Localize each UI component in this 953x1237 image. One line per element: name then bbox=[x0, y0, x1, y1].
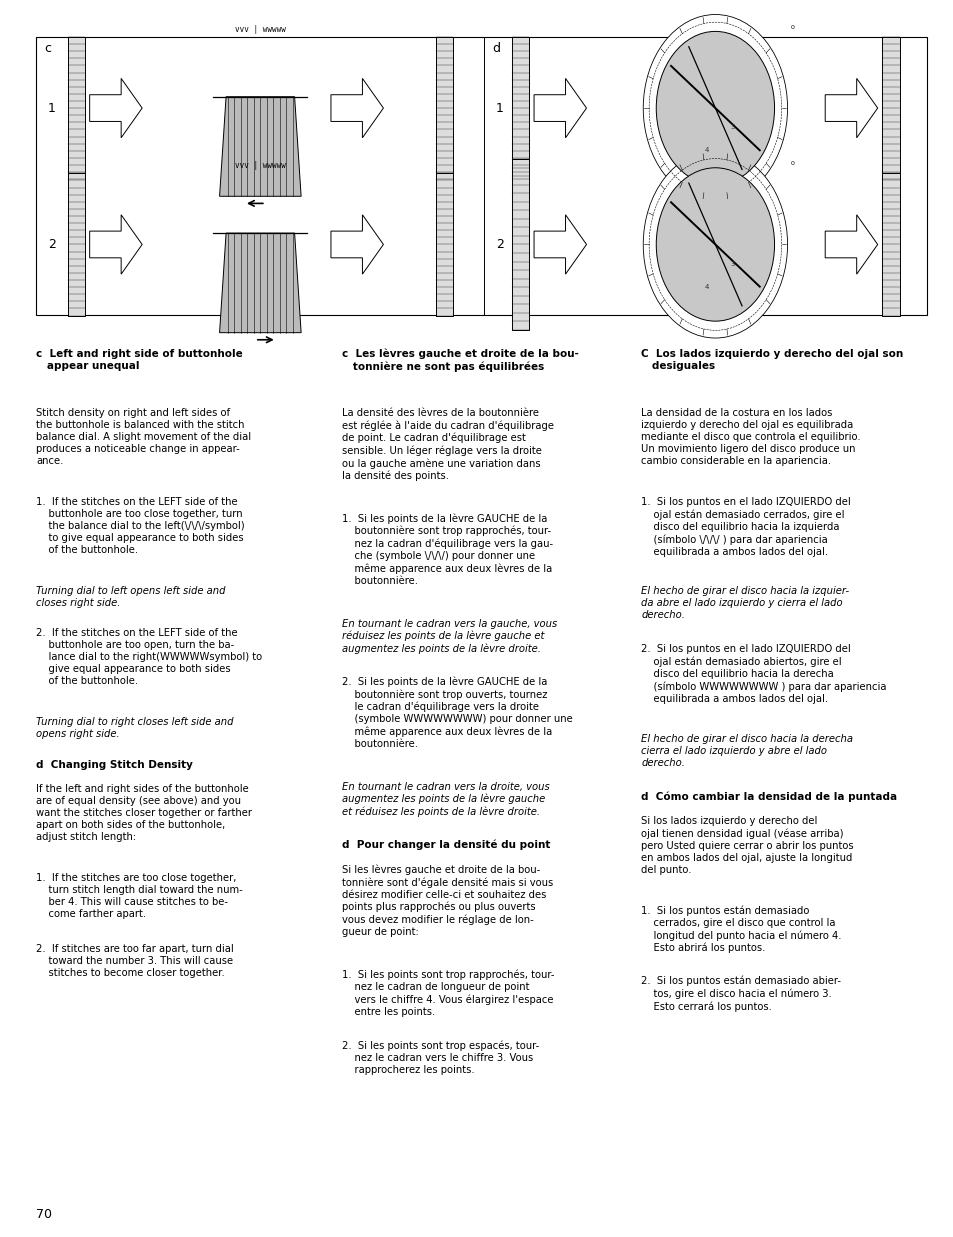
Bar bbox=[68, 37, 85, 179]
Bar bbox=[512, 37, 529, 179]
Text: En tournant le cadran vers la gauche, vous
réduisez les points de la lèvre gauch: En tournant le cadran vers la gauche, vo… bbox=[341, 618, 557, 653]
Text: 70: 70 bbox=[36, 1207, 52, 1221]
Text: d  Pour changer la densité du point: d Pour changer la densité du point bbox=[341, 840, 549, 850]
Bar bbox=[436, 173, 453, 315]
Bar bbox=[882, 37, 899, 179]
Text: 1.  Si los puntos están demasiado
    cerrados, gire el disco que control la
   : 1. Si los puntos están demasiado cerrado… bbox=[640, 905, 841, 954]
Text: 2: 2 bbox=[48, 238, 55, 251]
Text: 1: 1 bbox=[48, 101, 55, 115]
Circle shape bbox=[656, 168, 774, 322]
Text: 0: 0 bbox=[789, 162, 794, 167]
Text: 1.  Si les points sont trop rapprochés, tour-
    nez le cadran de longueur de p: 1. Si les points sont trop rapprochés, t… bbox=[341, 970, 554, 1017]
Text: Si los lados izquierdo y derecho del
ojal tienen densidad igual (véase arriba)
p: Si los lados izquierdo y derecho del oja… bbox=[640, 816, 853, 875]
Text: d  Changing Stitch Density: d Changing Stitch Density bbox=[36, 760, 193, 769]
Text: 2.  Si los puntos en el lado IZQUIERDO del
    ojal están demasiado abiertos, gi: 2. Si los puntos en el lado IZQUIERDO de… bbox=[640, 644, 885, 704]
Text: 2: 2 bbox=[496, 238, 503, 251]
Polygon shape bbox=[534, 78, 586, 137]
Text: d  Cómo cambiar la densidad de la puntada: d Cómo cambiar la densidad de la puntada bbox=[640, 792, 896, 802]
Text: 1.  Si los puntos en el lado IZQUIERDO del
    ojal están demasiado cerrados, gi: 1. Si los puntos en el lado IZQUIERDO de… bbox=[640, 497, 850, 557]
Circle shape bbox=[642, 151, 787, 338]
Text: Si les lèvres gauche et droite de la bou-
tonnière sont d'égale densité mais si : Si les lèvres gauche et droite de la bou… bbox=[341, 865, 552, 938]
Text: 2.  Si les points sont trop espacés, tour-
    nez le cadran vers le chiffre 3. : 2. Si les points sont trop espacés, tour… bbox=[341, 1040, 538, 1075]
Text: 2.  If stitches are too far apart, turn dial
    toward the number 3. This will : 2. If stitches are too far apart, turn d… bbox=[36, 944, 233, 977]
Bar bbox=[882, 173, 899, 315]
Text: Turning dial to right closes left side and
opens right side.: Turning dial to right closes left side a… bbox=[36, 717, 233, 740]
Text: 4: 4 bbox=[703, 283, 708, 289]
Polygon shape bbox=[219, 96, 301, 197]
Text: If the left and right sides of the buttonhole
are of equal density (see above) a: If the left and right sides of the butto… bbox=[36, 784, 252, 842]
Text: La densité des lèvres de la boutonnière
est réglée à l'aide du cadran d'équilibr: La densité des lèvres de la boutonnière … bbox=[341, 408, 553, 481]
Text: 4: 4 bbox=[703, 147, 708, 153]
Text: 3: 3 bbox=[730, 261, 735, 267]
Text: 1.  If the stitches on the LEFT side of the
    buttonhole are too close togethe: 1. If the stitches on the LEFT side of t… bbox=[36, 497, 245, 555]
Text: El hecho de girar el disco hacia la derecha
cierra el lado izquierdo y abre el l: El hecho de girar el disco hacia la dere… bbox=[640, 734, 852, 767]
Text: c  Les lèvres gauche et droite de la bou-
   tonnière ne sont pas équilibrées: c Les lèvres gauche et droite de la bou-… bbox=[341, 349, 578, 372]
Text: c: c bbox=[44, 42, 51, 56]
Text: 2.  Si los puntos están demasiado abier-
    tos, gire el disco hacia el número : 2. Si los puntos están demasiado abier- … bbox=[640, 976, 841, 1012]
Bar bbox=[36, 37, 926, 315]
Bar bbox=[68, 173, 85, 315]
Circle shape bbox=[656, 31, 774, 184]
Text: 2.  Si les points de la lèvre GAUCHE de la
    boutonnière sont trop ouverts, to: 2. Si les points de la lèvre GAUCHE de l… bbox=[341, 677, 572, 750]
Bar bbox=[436, 37, 453, 179]
Text: 0: 0 bbox=[789, 25, 794, 30]
Text: d: d bbox=[492, 42, 499, 56]
Text: En tournant le cadran vers la droite, vous
augmentez les points de la lèvre gauc: En tournant le cadran vers la droite, vo… bbox=[341, 782, 549, 816]
Text: C  Los lados izquierdo y derecho del ojal son
   desiguales: C Los lados izquierdo y derecho del ojal… bbox=[640, 349, 902, 371]
Polygon shape bbox=[331, 78, 383, 137]
Text: Turning dial to left opens left side and
closes right side.: Turning dial to left opens left side and… bbox=[36, 586, 226, 609]
Text: vvv | wwwww: vvv | wwwww bbox=[234, 162, 286, 171]
Text: 1.  If the stitches are too close together,
    turn stitch length dial toward t: 1. If the stitches are too close togethe… bbox=[36, 873, 243, 919]
Text: El hecho de girar el disco hacia la izquier-
da abre el lado izquierdo y cierra : El hecho de girar el disco hacia la izqu… bbox=[640, 586, 848, 620]
Text: 3: 3 bbox=[730, 124, 735, 130]
Text: c  Left and right side of buttonhole
   appear unequal: c Left and right side of buttonhole appe… bbox=[36, 349, 243, 371]
Text: Stitch density on right and left sides of
the buttonhole is balanced with the st: Stitch density on right and left sides o… bbox=[36, 408, 251, 466]
Text: 2.  If the stitches on the LEFT side of the
    buttonhole are too open, turn th: 2. If the stitches on the LEFT side of t… bbox=[36, 628, 262, 687]
Bar bbox=[512, 160, 529, 330]
Text: 1.  Si les points de la lèvre GAUCHE de la
    boutonnière sont trop rapprochés,: 1. Si les points de la lèvre GAUCHE de l… bbox=[341, 513, 552, 586]
Text: 1: 1 bbox=[496, 101, 503, 115]
Polygon shape bbox=[824, 215, 877, 275]
Polygon shape bbox=[90, 215, 142, 275]
Text: La densidad de la costura en los lados
izquierdo y derecho del ojal es equilibra: La densidad de la costura en los lados i… bbox=[640, 408, 860, 466]
Polygon shape bbox=[824, 78, 877, 137]
Polygon shape bbox=[90, 78, 142, 137]
Circle shape bbox=[642, 15, 787, 202]
Polygon shape bbox=[219, 233, 301, 333]
Polygon shape bbox=[331, 215, 383, 275]
Polygon shape bbox=[534, 215, 586, 275]
Text: vvv | wwwww: vvv | wwwww bbox=[234, 25, 286, 35]
